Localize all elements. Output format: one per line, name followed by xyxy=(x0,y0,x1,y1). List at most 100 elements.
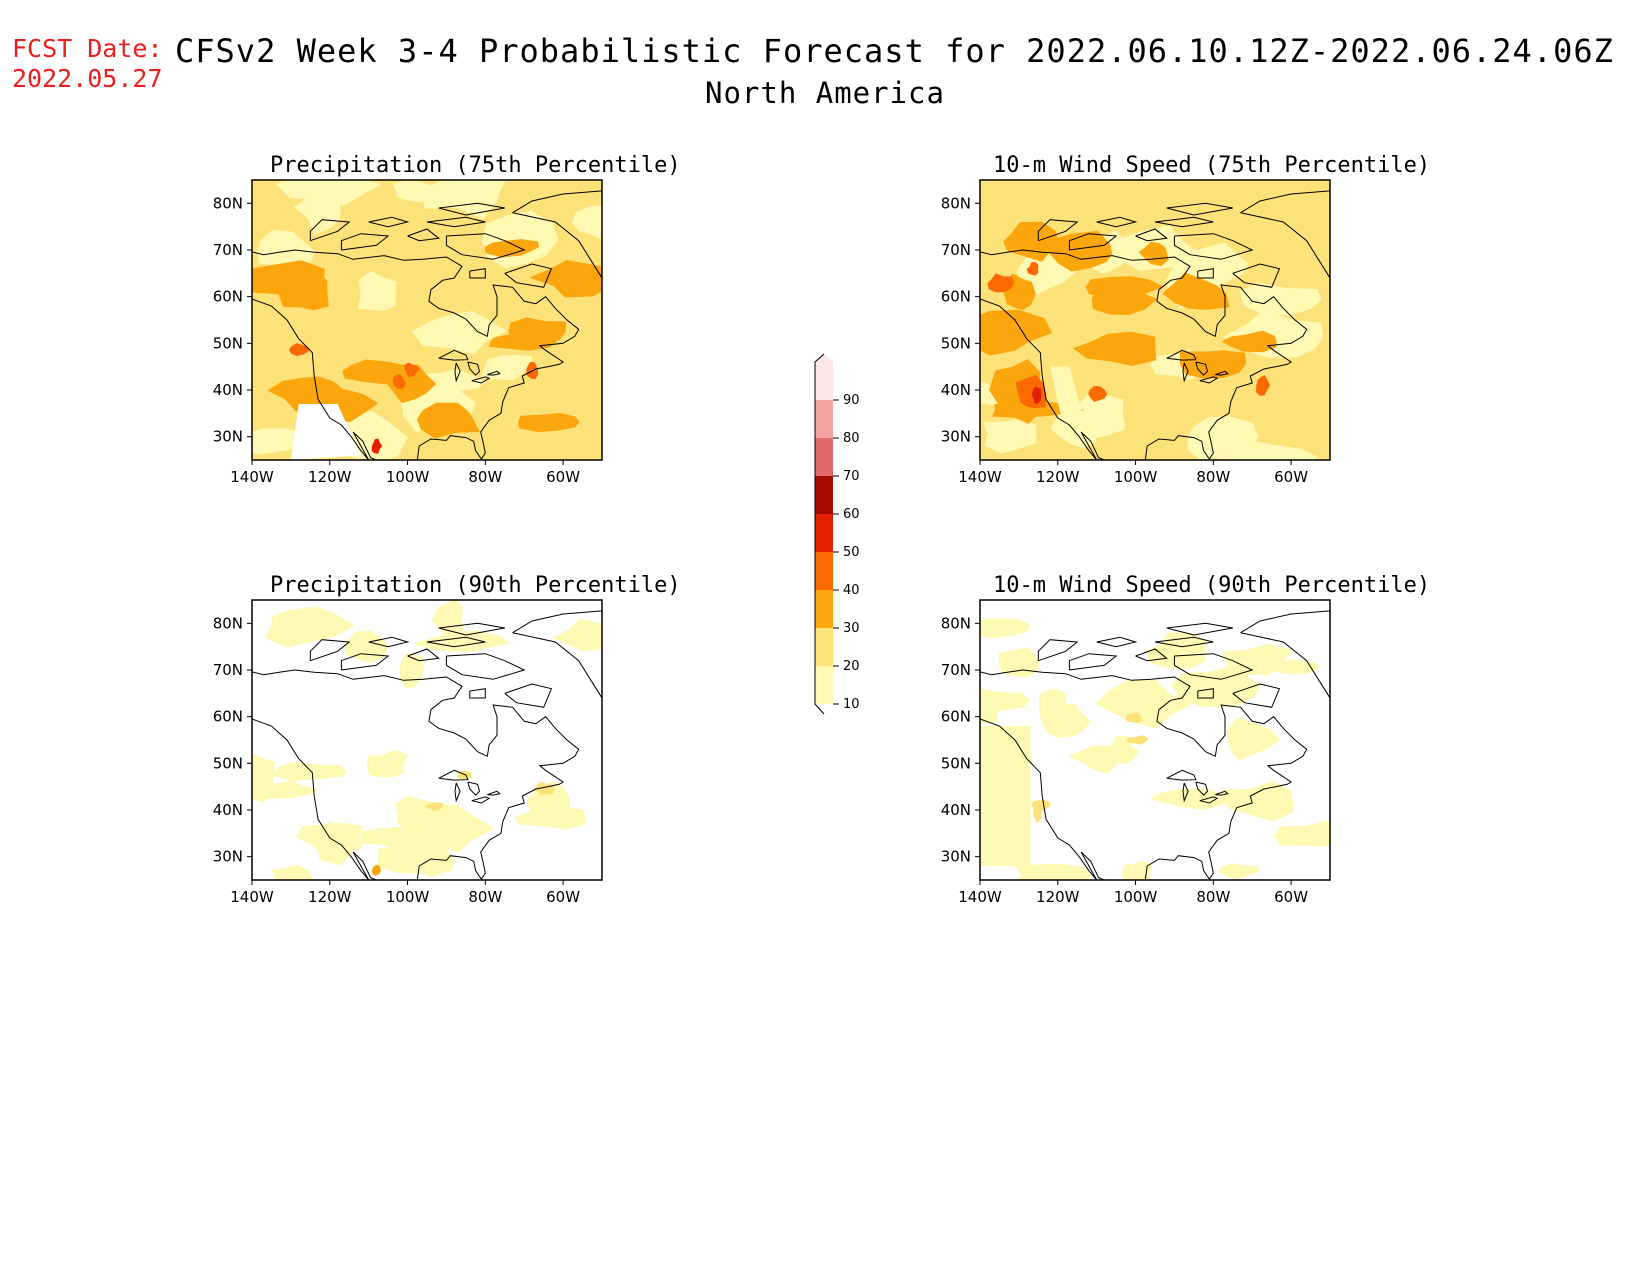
colorbar-label: 10 xyxy=(843,697,860,712)
probability-region-10-20 xyxy=(1217,863,1261,880)
probability-region-10-20 xyxy=(411,311,507,355)
longitude-label: 140W xyxy=(230,468,274,486)
longitude-label: 140W xyxy=(230,888,274,906)
coastline-island xyxy=(469,688,486,699)
latitude-label: 30N xyxy=(213,848,243,866)
lake-outline xyxy=(1215,790,1229,796)
colorbar-cap-bottom xyxy=(815,704,833,714)
probability-region-30-40 xyxy=(1138,241,1169,267)
latitude-label: 40N xyxy=(941,801,971,819)
lake-outline xyxy=(1199,796,1219,804)
longitude-label: 100W xyxy=(1114,888,1158,906)
probability-region-30-40 xyxy=(988,358,1043,424)
probability-region-10-20 xyxy=(1076,390,1126,440)
colorbar-label: 80 xyxy=(843,431,860,446)
probability-region-30-40 xyxy=(1221,330,1277,353)
probability-region-10-20 xyxy=(980,618,1030,639)
coastline-island xyxy=(438,202,505,216)
forecast-date-label: FCST Date: xyxy=(12,34,163,63)
coastline-island xyxy=(1154,636,1214,648)
map-frame xyxy=(979,599,1331,881)
probability-region-40-50 xyxy=(987,273,1015,293)
lake-outline xyxy=(487,790,501,796)
panel-title: Precipitation (75th Percentile) xyxy=(270,153,681,178)
longitude-label: 120W xyxy=(1036,888,1080,906)
latitude-label: 60N xyxy=(213,288,243,306)
coastline-greenland xyxy=(1240,190,1330,279)
probability-region-10-20 xyxy=(271,864,313,880)
colorbar-legend: 10 20 30 40 50 60 70 80 90 xyxy=(814,353,860,715)
coastline-island xyxy=(1037,219,1079,242)
longitude-label: 80W xyxy=(1196,888,1230,906)
coastline-island xyxy=(309,639,351,662)
probability-region-10-20 xyxy=(1145,632,1207,669)
lake-outline xyxy=(1215,370,1229,376)
colorbar-segment xyxy=(815,438,833,476)
probability-region-10-20 xyxy=(1216,439,1319,460)
probability-region-10-20 xyxy=(571,205,602,241)
page-title: CFSv2 Week 3-4 Probabilistic Forecast fo… xyxy=(175,32,1614,70)
lake-outline xyxy=(467,361,481,376)
probability-region-10-20 xyxy=(1014,863,1092,880)
latitude-label: 30N xyxy=(941,848,971,866)
coastline-island xyxy=(1173,653,1254,680)
coastline-island xyxy=(1232,683,1281,708)
region-title: North America xyxy=(705,76,945,110)
map-precipitation-75: 140W 120W 100W 80W 60W 80N 70N 60N 50N 40N 30N xyxy=(213,179,603,486)
probability-region-20-30 xyxy=(1031,799,1051,811)
forecast-date-value: 2022.05.27 xyxy=(12,64,163,93)
longitude-label: 140W xyxy=(958,468,1002,486)
probability-region-below-10 xyxy=(290,404,361,460)
probability-region-40-50 xyxy=(1026,261,1039,276)
latitude-label: 80N xyxy=(941,194,971,212)
lake-outline xyxy=(471,796,491,804)
coastline-greenland xyxy=(1240,610,1330,699)
longitude-label: 120W xyxy=(1036,468,1080,486)
probability-region-20-30 xyxy=(424,802,444,811)
latitude-label: 30N xyxy=(213,428,243,446)
probability-region-10-20 xyxy=(980,703,1000,725)
probability-region-10-20 xyxy=(980,726,1031,866)
lake-outline xyxy=(1166,349,1197,361)
map-frame xyxy=(979,179,1331,461)
probability-region-40-50 xyxy=(289,342,311,357)
probability-region-10-20 xyxy=(412,630,511,652)
longitude-label: 100W xyxy=(1114,468,1158,486)
probability-region-30-40 xyxy=(416,402,480,439)
coastline-island xyxy=(1068,233,1118,251)
probability-region-40-50 xyxy=(392,374,406,390)
probability-region-10-20 xyxy=(480,354,533,381)
lake-outline xyxy=(1195,361,1209,376)
map-panel-wind-75: 10-m Wind Speed (75th Percentile) 140W 12… xyxy=(928,145,1430,535)
probability-region-30-40 xyxy=(529,259,602,298)
probability-region-10-20 xyxy=(998,647,1040,678)
colorbar-label: 30 xyxy=(843,621,860,636)
coastline-island xyxy=(309,219,351,242)
longitude-label: 120W xyxy=(308,888,352,906)
probability-region-30-40 xyxy=(1162,272,1230,310)
lake-outline xyxy=(1199,376,1219,384)
coastline-island xyxy=(340,233,390,251)
latitude-label: 70N xyxy=(941,241,971,259)
map-panel-wind-90: 10-m Wind Speed (90th Percentile) 140W 12… xyxy=(928,565,1430,955)
panel-title: 10-m Wind Speed (75th Percentile) xyxy=(993,153,1431,178)
longitude-label: 60W xyxy=(546,468,580,486)
colorbar-segment xyxy=(815,400,833,438)
latitude-label: 50N xyxy=(941,334,971,352)
longitude-label: 120W xyxy=(308,468,352,486)
latitude-label: 70N xyxy=(941,661,971,679)
probability-region-10-20 xyxy=(357,271,397,311)
coastline-island xyxy=(1135,228,1168,242)
probability-region-10-20 xyxy=(272,762,347,781)
probability-region-10-20 xyxy=(1239,282,1322,316)
latitude-label: 80N xyxy=(213,614,243,632)
coastline-island xyxy=(1166,622,1233,636)
probability-region-40-50 xyxy=(1088,385,1108,402)
longitude-label: 100W xyxy=(386,468,430,486)
probability-region-10-20 xyxy=(1150,788,1230,810)
coastline-island xyxy=(407,648,440,662)
map-wind-90: 140W 120W 100W 80W 60W 80N 70N 60N 50N 40N 30N xyxy=(941,599,1331,906)
lake-outline xyxy=(1166,769,1197,781)
coastline-island xyxy=(426,216,486,228)
probability-region-30-40 xyxy=(1003,221,1059,262)
